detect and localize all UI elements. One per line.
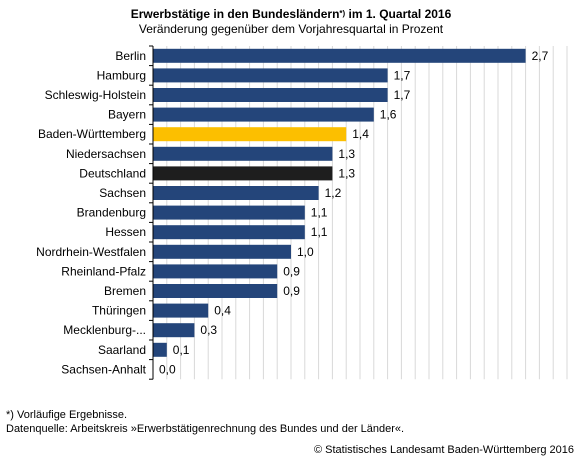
value-label: 0,3 [200,323,217,337]
category-label: Nordrhein-Westfalen [36,245,146,259]
bar [153,127,347,142]
footnote-source: Datenquelle: Arbeitskreis »Erwerbstätige… [6,423,405,435]
bar [153,303,209,318]
bar-chart: Berlin 2,7 Hamburg 1,7 Schleswig-Holstein 1,7… [36,45,568,380]
copyright-notice: © Statistisches Landesamt Baden-Württemb… [313,444,574,456]
bar [153,68,388,83]
category-label: Baden-Württemberg [38,127,146,141]
value-label: 0,9 [283,264,300,278]
value-label: 1,3 [338,166,355,180]
bar [153,107,374,122]
chart-title-superscript: *) [339,9,346,18]
value-label: 1,6 [380,108,397,122]
category-label: Saarland [98,343,146,357]
bar [153,88,388,102]
value-label: 0,0 [159,362,176,376]
bar [153,225,305,240]
category-label: Sachsen [99,186,146,200]
value-label: 1,2 [325,186,342,200]
bar [153,244,291,259]
value-label: 1,4 [352,127,369,141]
value-label: 1,0 [297,245,314,259]
value-label: 1,7 [394,88,411,102]
category-label: Bremen [104,284,146,298]
chart-title-suffix: im 1. Quartal 2016 [348,7,452,21]
category-label: Brandenburg [77,206,146,220]
category-label: Mecklenburg-... [63,323,146,337]
category-label: Berlin [115,49,146,63]
bar [153,342,167,357]
category-label: Niedersachsen [66,147,146,161]
value-label: 2,7 [532,49,549,63]
category-label: Hessen [105,225,146,239]
value-label: 0,1 [173,343,190,357]
category-label: Sachsen-Anhalt [61,362,146,376]
bar [153,48,526,63]
value-label: 0,4 [214,304,231,318]
value-label: 1,1 [311,206,328,220]
category-label: Deutschland [79,166,146,180]
value-label: 1,1 [311,225,328,239]
bar [153,166,333,181]
bar [153,284,278,298]
category-label: Hamburg [97,68,146,82]
footnote-preliminary: *) Vorläufige Ergebnisse. [6,409,128,421]
category-label: Bayern [108,108,146,122]
category-label: Thüringen [92,304,146,318]
chart-title-main: Erwerbstätige in den Bundesländern [130,7,340,21]
bar [153,264,278,279]
bar [153,146,333,161]
bar [153,205,305,220]
bar [153,186,319,200]
value-label: 1,7 [394,68,411,82]
category-label: Schleswig-Holstein [45,88,146,102]
bar [153,323,195,338]
value-label: 1,3 [338,147,355,161]
category-label: Rheinland-Pfalz [61,264,146,278]
chart-title: Erwerbstätige in den Bundesländern*) im … [0,7,582,22]
chart-subtitle: Veränderung gegenüber dem Vorjahresquart… [138,22,444,36]
value-label: 0,9 [283,284,300,298]
chart-title-block: Erwerbstätige in den Bundesländern*) im … [0,7,582,37]
